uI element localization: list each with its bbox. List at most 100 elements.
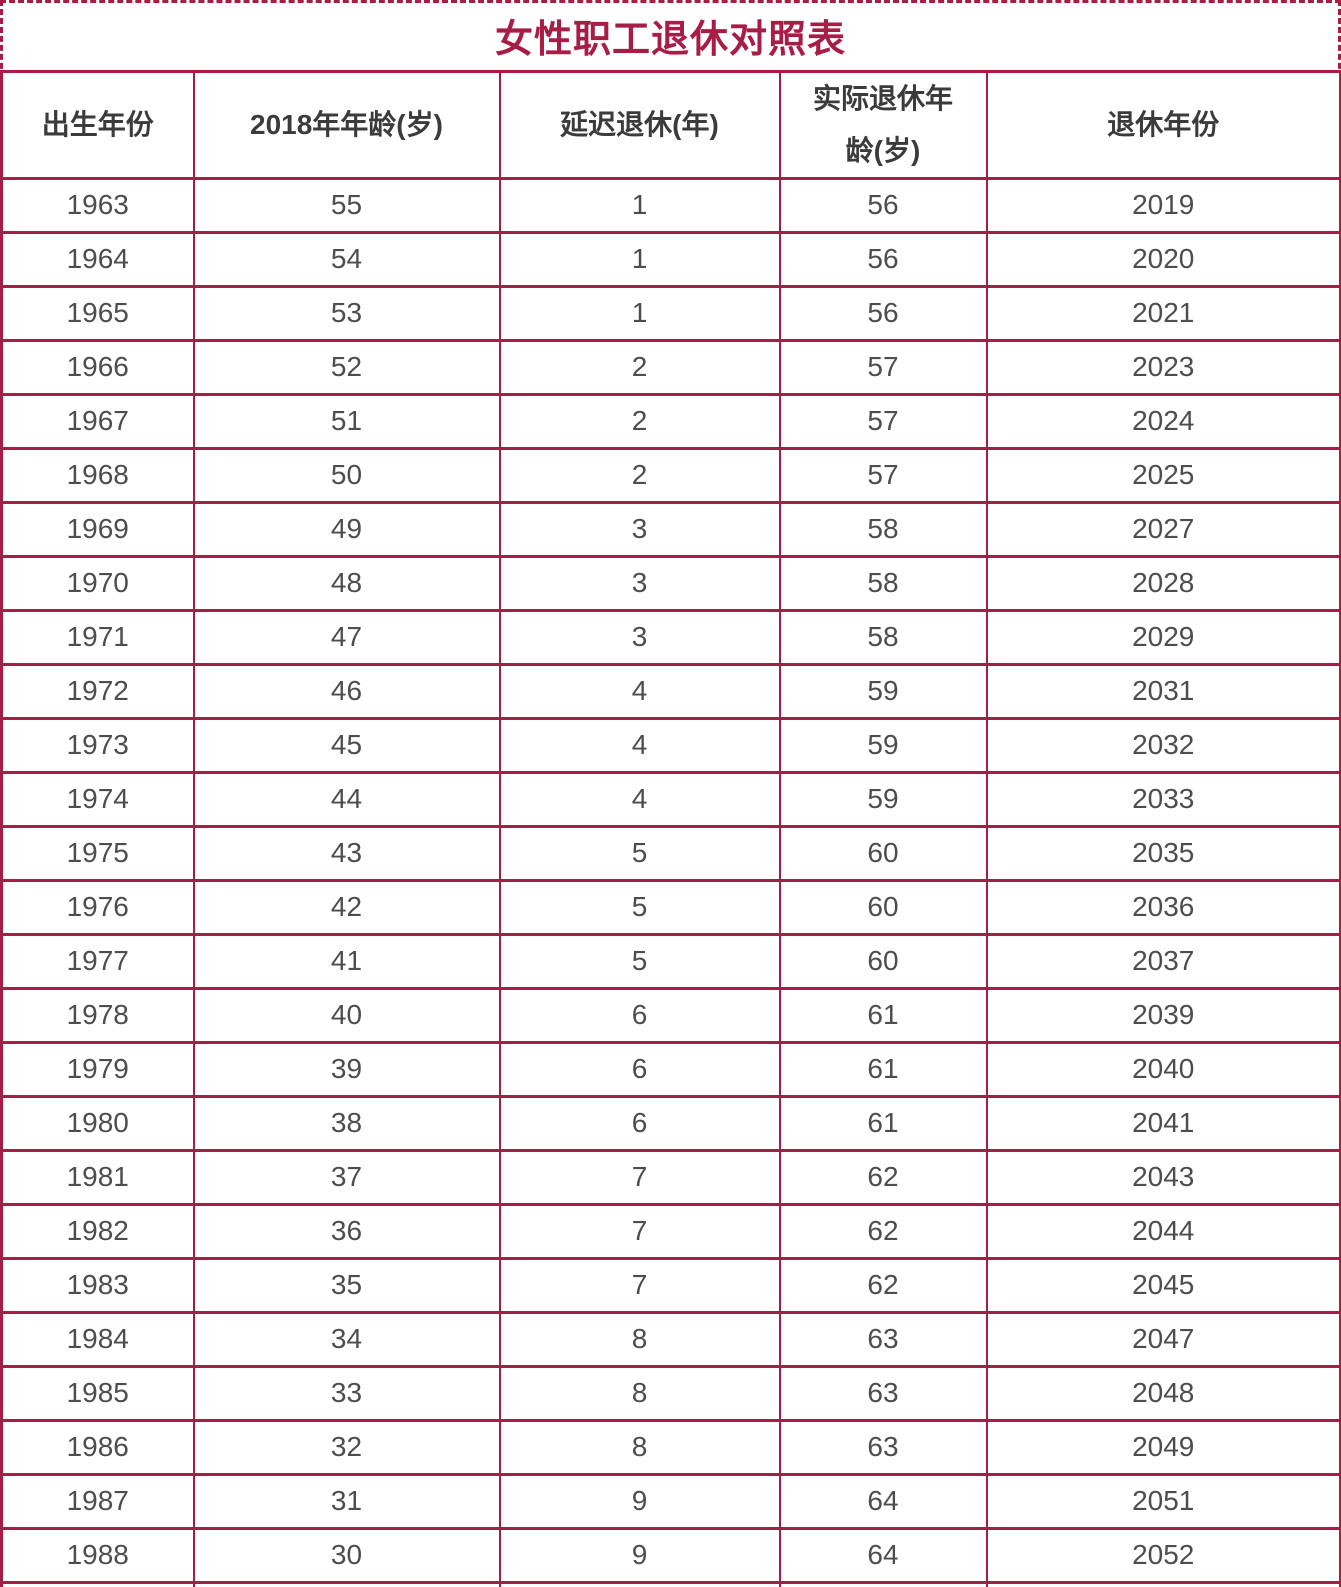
table-cell: 3 xyxy=(498,554,781,612)
table-row: 1964 54 1 56 2020 xyxy=(0,230,1341,288)
table-cell: 49 xyxy=(192,500,501,558)
table-cell: 31 xyxy=(192,1472,501,1530)
table-cell: 60 xyxy=(778,932,988,990)
table-cell: 61 xyxy=(778,986,988,1044)
table-cell: 2052 xyxy=(985,1526,1341,1584)
table-cell: 63 xyxy=(778,1418,988,1476)
table-row: 1963 55 1 56 2019 xyxy=(0,176,1341,234)
table-row: 1977 41 5 60 2037 xyxy=(0,932,1341,990)
table-cell: 58 xyxy=(778,500,988,558)
table-cell: 1971 xyxy=(0,608,195,666)
table-cell: 2025 xyxy=(985,446,1341,504)
table-row: 1973 45 4 59 2032 xyxy=(0,716,1341,774)
table-cell: 57 xyxy=(778,392,988,450)
table-cell: 62 xyxy=(778,1148,988,1206)
table-cell: 2045 xyxy=(985,1256,1341,1314)
table-cell: 1 xyxy=(498,176,781,234)
table-cell: 1975 xyxy=(0,824,195,882)
table-cell: 2049 xyxy=(985,1418,1341,1476)
table-row: 1976 42 5 60 2036 xyxy=(0,878,1341,936)
table-cell: 1970 xyxy=(0,554,195,612)
table-cell: 2019 xyxy=(985,176,1341,234)
table-cell: 50 xyxy=(192,446,501,504)
table-cell: 57 xyxy=(778,338,988,396)
table-cell: 1968 xyxy=(0,446,195,504)
table-cell: 30 xyxy=(192,1526,501,1584)
table-cell: 1967 xyxy=(0,392,195,450)
table-cell: 1 xyxy=(498,284,781,342)
table-cell: 47 xyxy=(192,608,501,666)
table-cell: 6 xyxy=(498,986,781,1044)
table-cell: 59 xyxy=(778,716,988,774)
table-cell: 56 xyxy=(778,176,988,234)
table-cell: 4 xyxy=(498,662,781,720)
table-cell: 51 xyxy=(192,392,501,450)
table-cell: 1965 xyxy=(0,284,195,342)
table-cell: 2039 xyxy=(985,986,1341,1044)
table-cell: 33 xyxy=(192,1364,501,1422)
table-cell: 2048 xyxy=(985,1364,1341,1422)
table-cell: 55 xyxy=(192,176,501,234)
table-row: 1969 49 3 58 2027 xyxy=(0,500,1341,558)
table-cell: 8 xyxy=(498,1418,781,1476)
column-header-4: 实际退休年 龄(岁) xyxy=(778,70,988,180)
retirement-table: 出生年份 2018年年龄(岁) 延迟退休(年) 实际退休年 龄(岁) 退休年份 1963… xyxy=(0,70,1341,1587)
table-cell: 1972 xyxy=(0,662,195,720)
table-row: 1974 44 4 59 2033 xyxy=(0,770,1341,828)
table-row: 1988 30 9 64 2052 xyxy=(0,1526,1341,1584)
table-cell: 2023 xyxy=(985,338,1341,396)
table-cell: 8 xyxy=(498,1310,781,1368)
table-row: 1967 51 2 57 2024 xyxy=(0,392,1341,450)
table-cell: 1 xyxy=(498,230,781,288)
table-cell: 1983 xyxy=(0,1256,195,1314)
table-cell: 2044 xyxy=(985,1202,1341,1260)
table-cell: 58 xyxy=(778,608,988,666)
table-cell: 2037 xyxy=(985,932,1341,990)
table-cell: 6 xyxy=(498,1040,781,1098)
table-cell: 36 xyxy=(192,1202,501,1260)
table-cell: 40 xyxy=(192,986,501,1044)
table-cell: 6 xyxy=(498,1094,781,1152)
table-cell: 60 xyxy=(778,824,988,882)
table-cell: 2036 xyxy=(985,878,1341,936)
table-cell: 2027 xyxy=(985,500,1341,558)
table-cell: 58 xyxy=(778,554,988,612)
table-row: 1981 37 7 62 2043 xyxy=(0,1148,1341,1206)
table-cell: 52 xyxy=(192,338,501,396)
table-cell: 64 xyxy=(778,1526,988,1584)
table-cell: 5 xyxy=(498,878,781,936)
table-cell: 1973 xyxy=(0,716,195,774)
column-header-2: 2018年年龄(岁) xyxy=(192,70,501,180)
table-cell: 57 xyxy=(778,446,988,504)
table-row: 1979 39 6 61 2040 xyxy=(0,1040,1341,1098)
table-cell: 1984 xyxy=(0,1310,195,1368)
table-cell: 1964 xyxy=(0,230,195,288)
table-cell: 2 xyxy=(498,446,781,504)
table-cell: 2033 xyxy=(985,770,1341,828)
table-cell: 1987 xyxy=(0,1472,195,1530)
table-cell: 7 xyxy=(498,1148,781,1206)
table-row: 1971 47 3 58 2029 xyxy=(0,608,1341,666)
table-cell: 38 xyxy=(192,1094,501,1152)
table-cell: 5 xyxy=(498,824,781,882)
table-cell xyxy=(778,1580,988,1587)
table-cell: 2 xyxy=(498,338,781,396)
table-cell: 2024 xyxy=(985,392,1341,450)
table-cell: 8 xyxy=(498,1364,781,1422)
table-cell: 43 xyxy=(192,824,501,882)
table-cell: 2 xyxy=(498,392,781,450)
table-cell: 2043 xyxy=(985,1148,1341,1206)
table-cell: 2041 xyxy=(985,1094,1341,1152)
table-cell: 63 xyxy=(778,1364,988,1422)
table-cell: 9 xyxy=(498,1526,781,1584)
table-cell: 1985 xyxy=(0,1364,195,1422)
table-cell: 64 xyxy=(778,1472,988,1530)
table-cell: 46 xyxy=(192,662,501,720)
table-row: 1966 52 2 57 2023 xyxy=(0,338,1341,396)
table-cell: 1977 xyxy=(0,932,195,990)
table-cell: 62 xyxy=(778,1202,988,1260)
table-cell: 41 xyxy=(192,932,501,990)
table-row: 1968 50 2 57 2025 xyxy=(0,446,1341,504)
table-row: 1965 53 1 56 2021 xyxy=(0,284,1341,342)
table-cell: 2029 xyxy=(985,608,1341,666)
